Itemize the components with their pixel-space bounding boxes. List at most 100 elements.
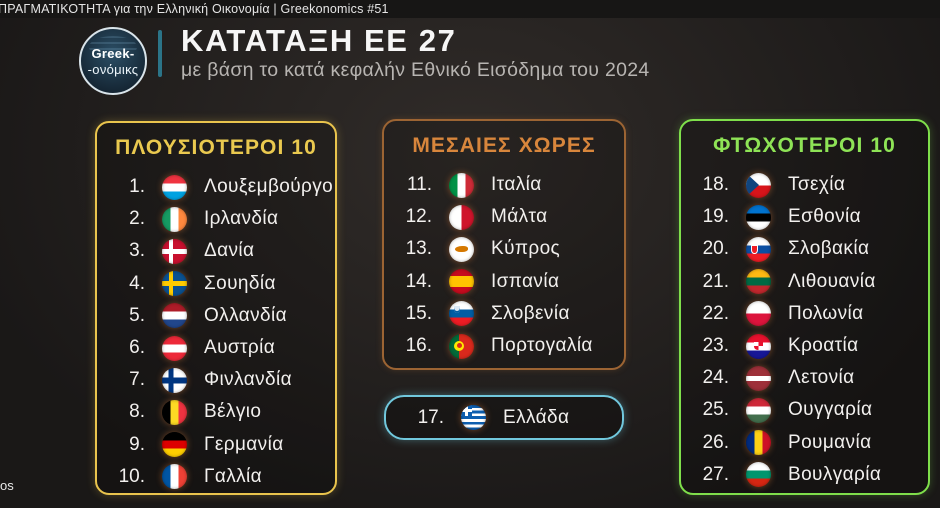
country-row: 21. Λιθουανία <box>681 266 928 298</box>
country-row: 27. Βουλγαρία <box>681 459 928 491</box>
country-rank: 1. <box>129 176 145 198</box>
edge-text-fragment: os <box>0 478 14 493</box>
country-row: 26. Ρουμανία <box>681 427 928 459</box>
czechia-flag-icon <box>746 172 771 198</box>
country-name: Σλοβενία <box>491 302 570 324</box>
country-name: Κύπρος <box>491 238 561 260</box>
country-row: 24. Λετονία <box>681 362 928 394</box>
latvia-flag-icon <box>746 365 771 391</box>
country-row: 20. Σλοβακία <box>681 233 928 265</box>
country-rank: 2. <box>129 208 145 230</box>
country-rank: 12. <box>405 206 432 228</box>
country-rank: 11. <box>406 174 432 196</box>
country-name: Λουξεμβούργο <box>204 176 334 198</box>
country-rank: 14. <box>405 270 432 292</box>
country-rank: 17. <box>417 406 444 428</box>
panel-richest-10-title: ΠΛΟΥΣΙΟΤΕΡΟΙ 10 <box>115 136 317 159</box>
country-name: Πολωνία <box>788 302 864 324</box>
country-row: 1. Λουξεμβούργο <box>97 171 335 203</box>
poorest-10-list: 18. Τσεχία 19. Εσθονία 20. Σλοβακία 21. Λιθουαν… <box>681 169 928 491</box>
country-name: Λιθουανία <box>788 270 876 292</box>
country-row: 10. Γαλλία <box>97 461 335 493</box>
country-rank: 19. <box>702 206 729 228</box>
country-name: Εσθονία <box>788 206 862 228</box>
country-name: Βέλγιο <box>204 401 262 423</box>
country-rank: 18. <box>702 174 729 196</box>
country-row: 9. Γερμανία <box>97 429 335 461</box>
denmark-flag-icon <box>162 238 187 264</box>
country-rank: 6. <box>129 337 145 359</box>
country-row: 5. Ολλανδία <box>97 300 335 332</box>
country-rank: 16. <box>405 335 432 357</box>
finland-flag-icon <box>162 367 187 393</box>
belgium-flag-icon <box>162 399 187 425</box>
country-name: Λετονία <box>788 367 855 389</box>
france-flag-icon <box>162 464 187 490</box>
hungary-flag-icon <box>746 397 771 423</box>
country-row: 22. Πολωνία <box>681 298 928 330</box>
austria-flag-icon <box>162 335 187 361</box>
country-rank: 23. <box>702 335 729 357</box>
germany-flag-icon <box>162 432 187 458</box>
poland-flag-icon <box>746 301 771 327</box>
country-name: Πορτογαλία <box>491 335 593 357</box>
country-name: Ιταλία <box>491 174 542 196</box>
country-row: 17. Ελλάδα <box>386 405 622 430</box>
country-name: Κροατία <box>788 335 859 357</box>
country-row: 8. Βέλγιο <box>97 396 335 428</box>
logo-text-line2: -ονόμικς <box>87 61 139 77</box>
country-rank: 13. <box>405 238 432 260</box>
country-name: Ιρλανδία <box>204 208 279 230</box>
panel-richest-10: ΠΛΟΥΣΙΟΤΕΡΟΙ 10 1. Λουξεμβούργο 2. Ιρλανδία… <box>95 121 337 495</box>
panel-poorest-10: ΦΤΩΧΟΤΕΡΟΙ 10 18. Τσεχία 19. Εσθονία 20. Σλοβ… <box>679 119 930 495</box>
country-row: 6. Αυστρία <box>97 332 335 364</box>
country-name: Ουγγαρία <box>788 399 873 421</box>
malta-flag-icon <box>449 204 474 230</box>
sweden-flag-icon <box>162 271 187 297</box>
romania-flag-icon <box>746 430 771 456</box>
country-row: 4. Σουηδία <box>97 268 335 300</box>
country-row: 7. Φινλανδία <box>97 364 335 396</box>
video-title: ΠΡΑΓΜΑΤΙΚΟΤΗΤΑ για την Ελληνική Οικονομί… <box>0 2 389 16</box>
country-rank: 9. <box>129 433 145 455</box>
country-name: Μάλτα <box>491 206 548 228</box>
country-name: Σουηδία <box>204 272 276 294</box>
country-name: Σλοβακία <box>788 238 870 260</box>
country-row: 19. Εσθονία <box>681 201 928 233</box>
country-row: 23. Κροατία <box>681 330 928 362</box>
country-name: Ελλάδα <box>503 406 570 428</box>
country-row: 13. Κύπρος <box>384 233 624 265</box>
country-name: Τσεχία <box>788 174 846 196</box>
richest-10-list: 1. Λουξεμβούργο 2. Ιρλανδία 3. Δανία 4. Σουηδία… <box>97 171 335 493</box>
country-rank: 27. <box>702 463 729 485</box>
country-row: 18. Τσεχία <box>681 169 928 201</box>
croatia-flag-icon <box>746 333 771 359</box>
panel-poorest-10-title: ΦΤΩΧΟΤΕΡΟΙ 10 <box>713 134 896 157</box>
portugal-flag-icon <box>449 333 474 359</box>
middle-countries-list: 11. Ιταλία 12. Μάλτα 13. Κύπρος 14. Ισπανία 15. Σ… <box>384 169 624 362</box>
panel-middle-countries-title: ΜΕΣΑΙΕΣ ΧΩΡΕΣ <box>412 134 596 157</box>
country-rank: 5. <box>129 304 145 326</box>
estonia-flag-icon <box>746 204 771 230</box>
greece-highlight-box: 17. Ελλάδα <box>384 395 624 440</box>
logo-text-line1: Greek- <box>91 45 135 61</box>
country-name: Φινλανδία <box>204 369 292 391</box>
country-rank: 15. <box>405 302 432 324</box>
header-divider <box>158 30 162 77</box>
country-rank: 26. <box>702 431 729 453</box>
country-row: 16. Πορτογαλία <box>384 330 624 362</box>
greece-flag-icon <box>461 405 486 430</box>
country-name: Ρουμανία <box>788 431 872 453</box>
country-rank: 25. <box>702 399 729 421</box>
country-rank: 4. <box>129 272 145 294</box>
country-row: 12. Μάλτα <box>384 201 624 233</box>
slovakia-flag-icon <box>746 236 771 262</box>
country-row: 3. Δανία <box>97 235 335 267</box>
country-name: Βουλγαρία <box>788 463 882 485</box>
country-row: 25. Ουγγαρία <box>681 394 928 426</box>
italy-flag-icon <box>449 172 474 198</box>
country-name: Γαλλία <box>204 465 263 487</box>
greece-row-container: 17. Ελλάδα <box>386 405 622 430</box>
ireland-flag-icon <box>162 206 187 232</box>
